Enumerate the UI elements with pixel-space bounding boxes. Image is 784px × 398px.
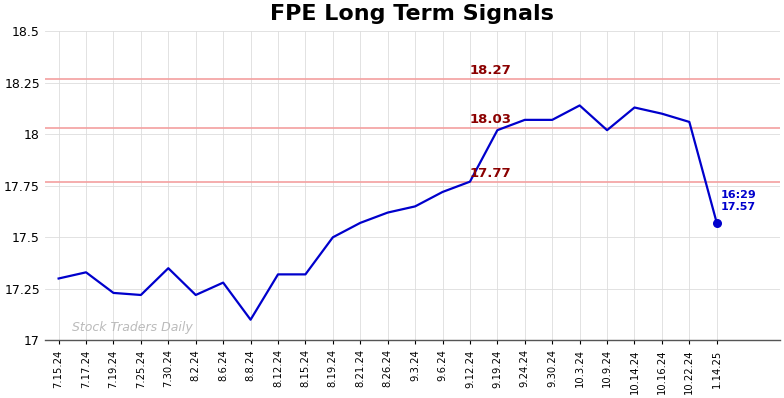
Title: FPE Long Term Signals: FPE Long Term Signals (270, 4, 554, 24)
Text: 18.03: 18.03 (470, 113, 512, 126)
Point (710, 220, 723, 226)
Text: Stock Traders Daily: Stock Traders Daily (72, 321, 193, 334)
Text: 17.77: 17.77 (470, 167, 512, 179)
Text: 16:29
17.57: 16:29 17.57 (720, 190, 757, 212)
Text: 18.27: 18.27 (470, 64, 512, 76)
